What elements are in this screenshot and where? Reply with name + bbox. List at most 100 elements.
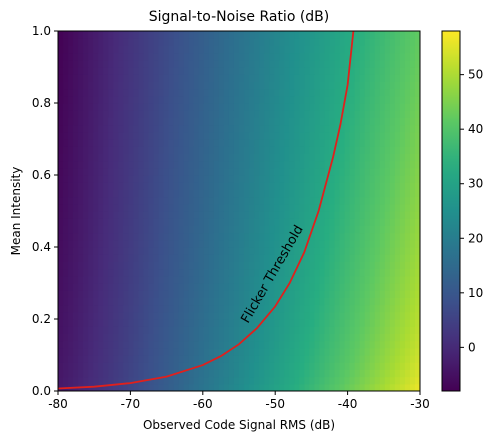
heatmap-cell (359, 304, 366, 313)
heatmap-cell (309, 297, 316, 306)
heatmap-cell (158, 369, 165, 378)
heatmap-cell (244, 110, 250, 118)
heatmap-cell (83, 189, 89, 198)
heatmap-cell (364, 81, 371, 90)
heatmap-cell (178, 160, 185, 169)
heatmap-cell (118, 239, 124, 248)
heatmap-cell (294, 117, 300, 126)
heatmap-cell (183, 254, 190, 262)
heatmap-cell (279, 254, 285, 262)
heatmap-cell (138, 218, 145, 226)
heatmap-cell (83, 196, 89, 205)
heatmap-cell (394, 369, 401, 378)
heatmap-cell (244, 146, 250, 154)
heatmap-cell (324, 275, 331, 284)
heatmap-cell (233, 167, 240, 176)
heatmap-cell (228, 175, 235, 183)
heatmap-cell (68, 311, 74, 320)
heatmap-cell (339, 254, 346, 262)
heatmap-cell (113, 131, 119, 140)
heatmap-cell (304, 326, 310, 334)
heatmap-cell (78, 283, 84, 291)
heatmap-cell (389, 52, 396, 61)
heatmap-cell (394, 211, 401, 219)
heatmap-cell (128, 139, 135, 147)
heatmap-cell (334, 196, 341, 205)
heatmap-cell (153, 124, 160, 133)
heatmap-cell (264, 31, 270, 39)
heatmap-cell (123, 146, 129, 154)
heatmap-cell (369, 225, 376, 234)
heatmap-cell (163, 74, 170, 82)
heatmap-cell (73, 297, 79, 306)
heatmap-cell (168, 31, 175, 39)
heatmap-cell (294, 290, 300, 298)
heatmap-cell (274, 311, 280, 320)
heatmap-cell (384, 182, 391, 190)
heatmap-cell (374, 175, 381, 183)
heatmap-cell (244, 139, 250, 147)
heatmap-cell (294, 218, 300, 226)
heatmap-cell (334, 283, 341, 291)
heatmap-cell (168, 333, 175, 342)
heatmap-cell (153, 311, 160, 320)
heatmap-cell (374, 247, 381, 255)
heatmap-cell (118, 95, 124, 104)
heatmap-cell (384, 319, 391, 327)
heatmap-cell (213, 110, 220, 118)
heatmap-cell (118, 203, 124, 212)
heatmap-cell (404, 218, 411, 226)
heatmap-cell (218, 268, 225, 277)
heatmap-cell (93, 182, 99, 190)
heatmap-cell (409, 261, 416, 270)
heatmap-cell (364, 268, 371, 277)
heatmap-cell (309, 175, 316, 183)
heatmap-cell (93, 333, 99, 342)
heatmap-cell (153, 239, 160, 248)
heatmap-cell (369, 95, 376, 104)
heatmap-cell (68, 103, 74, 111)
heatmap-cell (103, 275, 109, 284)
heatmap-cell (163, 319, 170, 327)
heatmap-cell (254, 139, 260, 147)
heatmap-cell (123, 211, 129, 219)
heatmap-cell (304, 103, 310, 111)
heatmap-cell (128, 131, 135, 140)
heatmap-cell (133, 319, 140, 327)
heatmap-cell (349, 189, 356, 198)
heatmap-cell (118, 376, 124, 385)
heatmap-cell (404, 254, 411, 262)
heatmap-cell (133, 175, 140, 183)
heatmap-cell (394, 117, 401, 126)
heatmap-cell (354, 304, 361, 313)
heatmap-cell (133, 362, 140, 370)
heatmap-cell (178, 196, 185, 205)
heatmap-cell (274, 52, 280, 61)
heatmap-cell (153, 218, 160, 226)
heatmap-cell (113, 146, 119, 154)
heatmap-cell (309, 146, 316, 154)
heatmap-cell (324, 67, 331, 75)
heatmap-cell (394, 124, 401, 133)
heatmap-cell (158, 311, 165, 320)
heatmap-cell (394, 247, 401, 255)
heatmap-cell (254, 88, 260, 97)
heatmap-cell (379, 74, 386, 82)
heatmap-cell (233, 311, 240, 320)
heatmap-cell (118, 45, 124, 54)
heatmap-cell (133, 355, 140, 363)
heatmap-cell (98, 52, 104, 61)
heatmap-cell (274, 297, 280, 306)
heatmap-cell (304, 283, 310, 291)
heatmap-cell (68, 304, 74, 313)
heatmap-cell (249, 290, 255, 298)
heatmap-cell (274, 261, 280, 270)
heatmap-cell (98, 225, 104, 234)
heatmap-cell (193, 275, 200, 284)
heatmap-cell (123, 59, 129, 68)
heatmap-cell (254, 160, 260, 169)
heatmap-cell (208, 297, 215, 306)
heatmap-cell (339, 117, 346, 126)
heatmap-cell (269, 311, 275, 320)
heatmap-cell (269, 211, 275, 219)
